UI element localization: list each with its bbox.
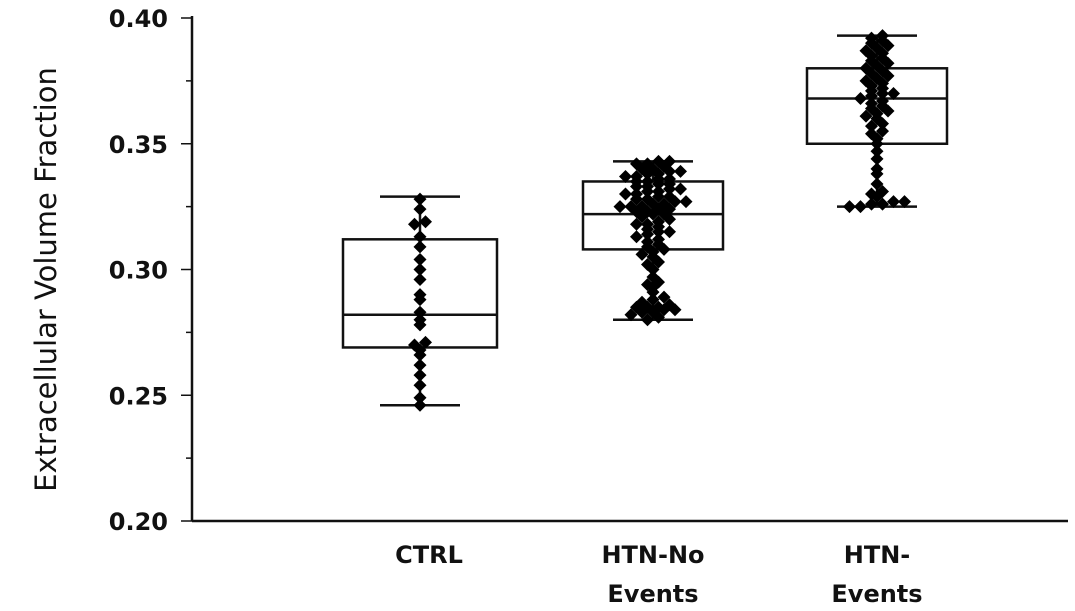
data-point xyxy=(876,86,889,100)
data-point xyxy=(646,263,660,276)
data-point xyxy=(865,197,878,211)
data-point xyxy=(619,169,632,183)
data-point xyxy=(859,109,873,123)
data-point xyxy=(635,305,649,319)
data-point xyxy=(663,212,676,226)
data-point xyxy=(419,215,432,229)
category-label: HTN-No xyxy=(601,541,704,569)
data-point xyxy=(657,290,671,304)
category-label: Events xyxy=(607,580,698,608)
data-point xyxy=(624,308,638,322)
data-points xyxy=(408,29,911,412)
y-tick-label: 0.25 xyxy=(109,382,168,410)
data-point xyxy=(865,119,878,133)
category-label: CTRL xyxy=(395,541,463,569)
data-point xyxy=(663,182,676,196)
data-point xyxy=(413,368,427,382)
data-point xyxy=(630,217,643,231)
data-point xyxy=(898,195,911,209)
data-point xyxy=(413,240,427,254)
data-point xyxy=(641,185,654,199)
data-point xyxy=(652,190,665,204)
data-point xyxy=(674,182,687,196)
data-point xyxy=(663,164,676,178)
data-point xyxy=(413,348,427,362)
data-point xyxy=(887,86,900,100)
data-point xyxy=(413,192,427,206)
data-point xyxy=(881,39,895,53)
data-point xyxy=(652,310,665,324)
data-point xyxy=(413,202,427,216)
data-point xyxy=(870,190,884,204)
data-point xyxy=(881,104,895,118)
data-point xyxy=(870,152,884,166)
data-point xyxy=(870,137,884,151)
data-point xyxy=(613,200,627,214)
data-point xyxy=(413,252,427,266)
category-label: Events xyxy=(831,580,922,608)
data-point xyxy=(870,144,884,158)
data-point xyxy=(854,91,867,105)
data-point xyxy=(876,124,889,138)
data-point xyxy=(876,117,889,131)
category-labels: CTRL HTN-No Events HTN- Events xyxy=(395,541,922,608)
data-point xyxy=(413,378,427,392)
data-point xyxy=(413,358,427,372)
data-point xyxy=(887,195,900,209)
data-point xyxy=(652,177,665,191)
data-point xyxy=(635,247,649,261)
data-point xyxy=(419,335,432,349)
data-point xyxy=(641,313,654,327)
data-point xyxy=(668,303,682,317)
data-point xyxy=(679,195,693,209)
y-tick-label: 0.35 xyxy=(109,131,168,159)
data-point xyxy=(870,167,884,181)
data-point xyxy=(652,225,665,239)
data-point xyxy=(413,263,427,276)
data-point xyxy=(881,56,895,70)
data-point xyxy=(413,293,427,307)
data-point xyxy=(652,255,665,269)
data-point xyxy=(668,195,682,209)
data-point xyxy=(865,89,878,103)
y-tick-label: 0.20 xyxy=(109,508,168,536)
axes xyxy=(190,16,1068,523)
data-point xyxy=(413,398,427,412)
data-point xyxy=(646,207,660,221)
data-point xyxy=(646,285,660,299)
data-point xyxy=(657,242,671,256)
data-point xyxy=(413,273,427,287)
data-point xyxy=(641,167,654,181)
y-tick-label: 0.40 xyxy=(109,5,168,33)
data-point xyxy=(876,197,889,211)
data-point xyxy=(630,192,643,206)
data-point xyxy=(646,293,660,307)
data-point xyxy=(413,318,427,332)
data-point xyxy=(854,200,867,214)
data-point xyxy=(413,391,427,405)
data-point xyxy=(870,177,884,191)
data-point xyxy=(635,210,649,224)
data-point xyxy=(619,187,632,201)
y-axis-title: Extracellular Volume Fraction xyxy=(29,67,63,492)
data-point xyxy=(630,230,643,244)
data-point xyxy=(881,69,895,83)
data-point xyxy=(641,227,654,241)
data-point xyxy=(413,305,427,319)
y-tick-label: 0.30 xyxy=(109,257,168,285)
data-point xyxy=(674,164,687,178)
category-label: HTN- xyxy=(844,541,911,569)
y-ticks: 0.20 0.25 0.30 0.35 0.40 xyxy=(109,5,192,536)
data-point xyxy=(630,180,643,194)
data-point xyxy=(413,230,427,244)
data-point xyxy=(408,217,421,231)
data-point xyxy=(663,225,676,239)
data-point xyxy=(657,303,671,317)
data-point xyxy=(843,200,856,214)
